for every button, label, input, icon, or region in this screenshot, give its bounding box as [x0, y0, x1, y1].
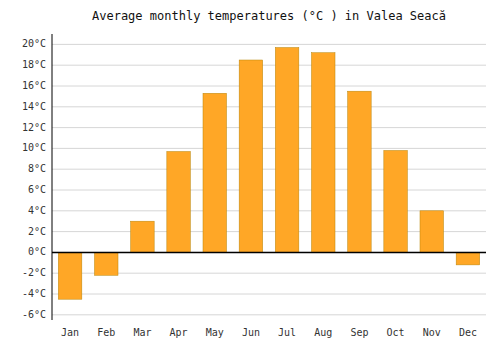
grid-line	[52, 169, 486, 170]
bars	[58, 48, 479, 300]
bar	[239, 60, 263, 252]
y-tick-label: 6°C	[28, 184, 46, 195]
y-tick-label: -2°C	[22, 267, 46, 278]
bar	[384, 150, 408, 252]
bar	[203, 93, 227, 252]
x-ticks: Jan Feb Mar Apr May Jun Jul Aug Sep Oct Nov Dec	[61, 327, 477, 338]
grid-line	[52, 86, 486, 87]
bar	[275, 48, 299, 253]
bar	[456, 252, 480, 264]
y-tick-label: 2°C	[28, 226, 46, 237]
x-tick-label: Apr	[170, 327, 188, 338]
grid-line	[52, 65, 486, 66]
bar	[420, 211, 444, 253]
grid-line	[52, 106, 486, 107]
y-tick-label: 10°C	[22, 142, 46, 153]
y-tick-label: 0°C	[28, 246, 46, 257]
bar	[94, 252, 118, 275]
y-ticks: -6°C -4°C -2°C 0°C 2°C 4°C 6°C 8°C 10°C 12°C 14°C 1…	[22, 38, 46, 319]
x-tick-label: Feb	[97, 327, 115, 338]
grid-line	[52, 252, 486, 253]
bar	[311, 53, 335, 253]
y-tick-label: 4°C	[28, 205, 46, 216]
grid-line	[52, 294, 486, 295]
bar	[167, 152, 191, 253]
grid-line	[52, 44, 486, 45]
y-tick-label: 16°C	[22, 80, 46, 91]
grid	[52, 44, 486, 314]
x-tick-label: Jul	[278, 327, 296, 338]
x-tick-label: Jun	[242, 327, 260, 338]
y-axis-line	[52, 34, 53, 320]
x-tick-label: Aug	[314, 327, 332, 338]
y-tick-label: 20°C	[22, 38, 46, 49]
grid-line	[52, 148, 486, 149]
x-tick-label: Oct	[387, 327, 405, 338]
chart: -6°C -4°C -2°C 0°C 2°C 4°C 6°C 8°C 10°C 12°C 14°C 1…	[0, 0, 500, 350]
y-tick-label: 18°C	[22, 59, 46, 70]
x-tick-label: Nov	[423, 327, 441, 338]
bar	[58, 252, 82, 299]
y-tick-label: -4°C	[22, 288, 46, 299]
bar	[131, 221, 155, 252]
grid-line	[52, 127, 486, 128]
chart-container: -6°C -4°C -2°C 0°C 2°C 4°C 6°C 8°C 10°C 12°C 14°C 1…	[0, 0, 500, 350]
y-tick-label: -6°C	[22, 309, 46, 320]
x-tick-label: Mar	[133, 327, 151, 338]
x-tick-label: May	[206, 327, 224, 338]
y-tick-label: 12°C	[22, 122, 46, 133]
zero-line	[52, 252, 486, 254]
y-tick-label: 14°C	[22, 101, 46, 112]
title: Average monthly temperatures (°C ) in Va…	[92, 9, 446, 23]
x-tick-label: Jan	[61, 327, 79, 338]
bar	[348, 91, 372, 252]
grid-line	[52, 190, 486, 191]
y-tick-label: 8°C	[28, 163, 46, 174]
grid-line	[52, 314, 486, 315]
x-tick-label: Sep	[350, 327, 368, 338]
x-tick-label: Dec	[459, 327, 477, 338]
